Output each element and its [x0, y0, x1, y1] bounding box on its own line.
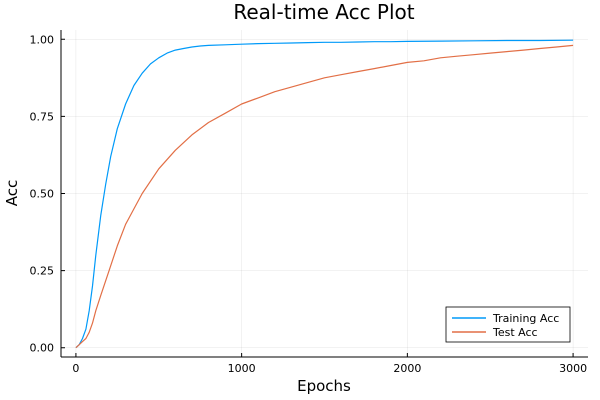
- y-tick-label: 0.25: [30, 265, 55, 278]
- x-axis-label: Epochs: [297, 377, 351, 395]
- y-ticks: 0.00 0.25 0.50 0.75 1.00: [30, 33, 65, 355]
- grid: [61, 30, 588, 357]
- series-lines: [75, 39, 574, 349]
- x-tick-label: 0: [72, 362, 79, 375]
- y-tick-label: 0.50: [30, 188, 55, 201]
- y-tick-label: 1.00: [30, 33, 55, 46]
- y-axis-label: Acc: [3, 180, 21, 207]
- x-tick-label: 3000: [559, 362, 587, 375]
- series-line-1: [75, 44, 574, 349]
- chart-title: Real-time Acc Plot: [233, 0, 414, 24]
- legend-label-0: Training Acc: [492, 312, 559, 325]
- legend-box: [445, 306, 571, 343]
- series-line-0: [75, 39, 574, 349]
- x-tick-label: 2000: [393, 362, 421, 375]
- x-ticks: 0 1000 2000 3000: [72, 353, 587, 375]
- legend-label-1: Test Acc: [492, 326, 538, 339]
- y-tick-label: 0.75: [30, 110, 55, 123]
- y-tick-label: 0.00: [30, 342, 55, 355]
- x-tick-label: 1000: [228, 362, 256, 375]
